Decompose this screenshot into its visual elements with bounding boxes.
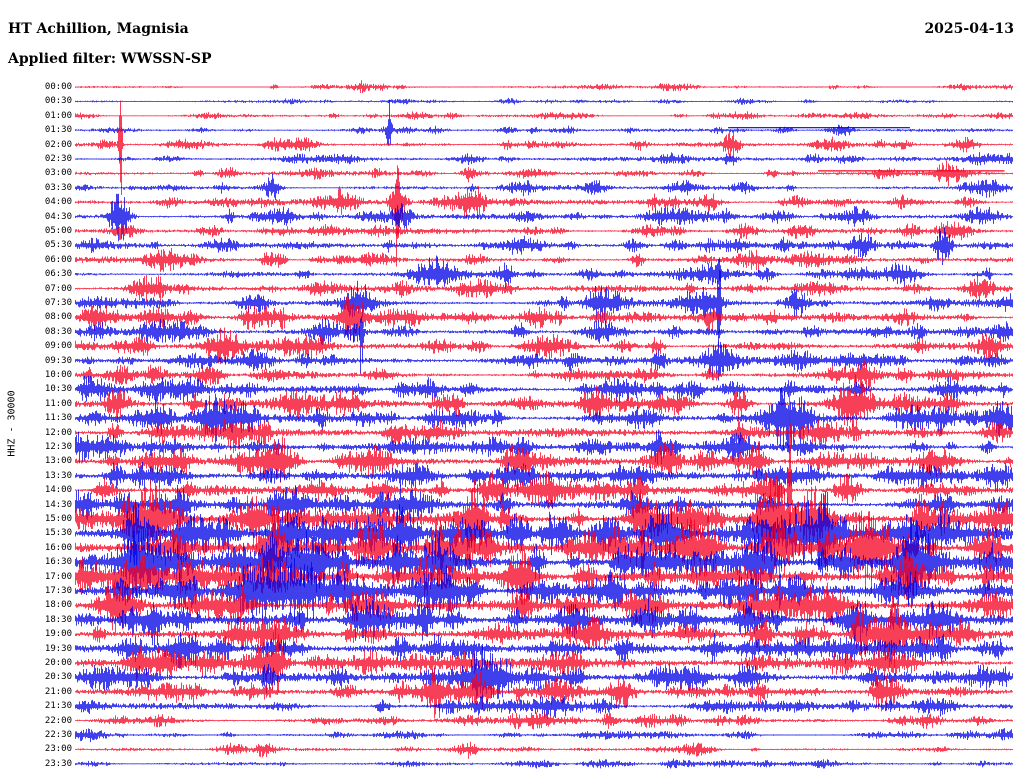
time-label: 05:30 (44, 240, 72, 251)
time-label: 10:00 (44, 370, 72, 380)
time-label: 12:00 (44, 427, 72, 438)
station-title: HT Achillion, Magnisia (8, 21, 189, 37)
time-label: 20:00 (44, 658, 72, 668)
time-label: 08:30 (44, 326, 72, 337)
time-label: 23:30 (44, 758, 72, 769)
time-label: 11:00 (44, 398, 72, 409)
time-label: 10:30 (44, 384, 72, 395)
time-label: 07:00 (44, 283, 72, 294)
time-label: 14:00 (44, 485, 72, 496)
time-label: 18:00 (44, 600, 72, 611)
time-label: 21:00 (44, 686, 72, 697)
time-label: 19:00 (44, 629, 72, 640)
time-label: 02:30 (44, 154, 72, 164)
time-label: 00:00 (44, 82, 72, 92)
time-label: 01:30 (44, 125, 72, 136)
time-label: 01:00 (44, 110, 72, 121)
time-label: 22:00 (44, 715, 72, 726)
time-label: 04:00 (44, 197, 72, 208)
time-label: 13:00 (44, 456, 72, 467)
time-label: 02:00 (44, 139, 72, 150)
time-label: 14:30 (44, 499, 72, 510)
time-label: 00:30 (44, 96, 72, 107)
time-label: 09:00 (44, 341, 72, 352)
y-axis-label: HHZ - 30000 (6, 390, 18, 457)
time-label: 21:30 (44, 701, 72, 712)
time-label: 23:00 (44, 744, 72, 755)
time-label: 05:00 (44, 226, 72, 236)
time-label: 06:00 (44, 254, 72, 265)
time-label: 20:30 (44, 672, 72, 683)
time-label: 19:30 (44, 643, 72, 654)
time-label: 18:30 (44, 614, 72, 625)
time-label: 08:00 (44, 312, 72, 323)
time-label: 03:00 (44, 168, 72, 179)
time-label: 13:30 (44, 470, 72, 481)
time-label: 11:30 (44, 413, 72, 424)
time-label: 03:30 (44, 182, 72, 193)
filter-label: Applied filter: WWSSN-SP (8, 51, 212, 67)
time-label: 16:30 (44, 557, 72, 568)
time-label: 15:00 (44, 514, 72, 524)
time-label: 06:30 (44, 269, 72, 280)
time-label: 17:30 (44, 586, 72, 596)
time-label: 12:30 (44, 442, 72, 452)
time-label: 09:30 (44, 355, 72, 366)
time-label: 17:00 (44, 571, 72, 582)
time-label: 04:30 (44, 211, 72, 222)
time-label: 16:00 (44, 542, 72, 553)
time-label: 07:30 (44, 298, 72, 308)
time-label: 22:30 (44, 730, 72, 740)
time-label: 15:30 (44, 528, 72, 539)
date-label: 2025-04-13 (924, 21, 1014, 37)
